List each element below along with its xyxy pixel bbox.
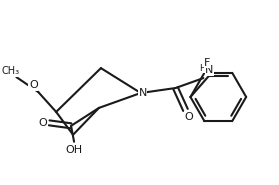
- Text: CH₃: CH₃: [1, 66, 20, 76]
- Text: H: H: [199, 64, 206, 73]
- Text: N: N: [205, 65, 213, 75]
- Text: O: O: [39, 118, 48, 128]
- Text: OH: OH: [66, 145, 83, 155]
- Text: O: O: [29, 80, 38, 90]
- Text: F: F: [204, 58, 211, 68]
- Text: O: O: [184, 112, 193, 122]
- Text: N: N: [138, 88, 147, 98]
